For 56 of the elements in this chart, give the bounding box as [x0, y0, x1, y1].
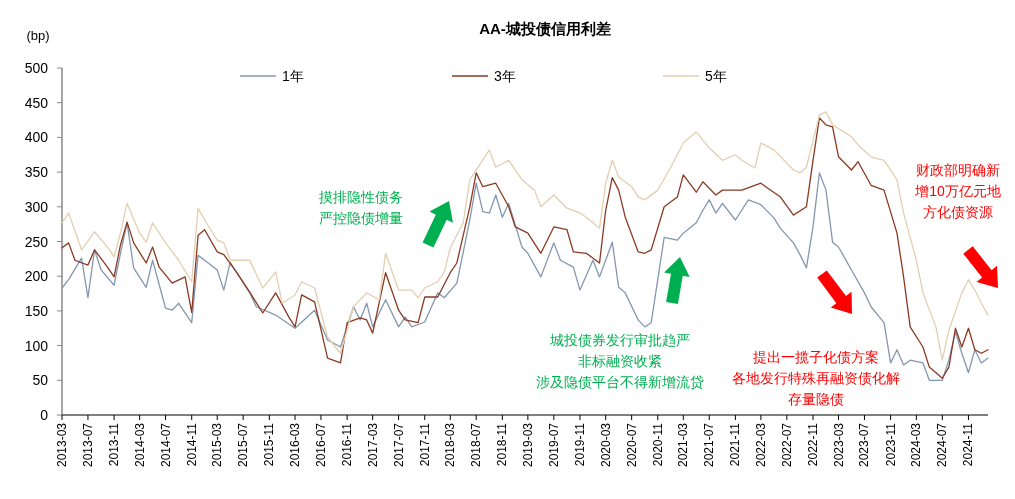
x-tick-label: 2017-03 — [365, 422, 380, 468]
y-tick-label: 400 — [24, 129, 49, 146]
x-tick-label: 2016-11 — [340, 422, 355, 467]
x-tick-label: 2017-07 — [391, 422, 406, 468]
y-tick-label: 500 — [24, 60, 49, 76]
annotation: 城投债券发行审批趋严非标融资收紧涉及隐债平台不得新增流贷 — [536, 332, 704, 390]
x-tick-label: 2015-11 — [262, 422, 277, 467]
x-tick-label: 2014-03 — [132, 422, 147, 468]
x-tick-label: 2022-07 — [779, 422, 794, 468]
x-tick-label: 2021-07 — [702, 422, 717, 468]
x-tick-label: 2018-03 — [443, 422, 458, 468]
x-tick-label: 2020-03 — [598, 422, 613, 468]
x-tick-label: 2015-03 — [210, 422, 225, 468]
x-tick-label: 2016-07 — [313, 422, 328, 468]
x-tick-label: 2020-07 — [624, 422, 639, 468]
legend-label: 1年 — [282, 68, 304, 84]
x-tick-label: 2023-03 — [831, 422, 846, 468]
x-tick-label: 2024-03 — [909, 422, 924, 468]
x-tick-label: 2018-07 — [469, 422, 484, 468]
x-tick-label: 2023-07 — [857, 422, 872, 468]
annotation: 财政部明确新增10万亿元地方化债资源 — [914, 162, 1001, 220]
x-tick-label: 2024-07 — [935, 422, 950, 468]
legend-label: 5年 — [705, 68, 727, 84]
y-tick-label: 100 — [24, 337, 49, 354]
x-tick-label: 2022-11 — [806, 422, 821, 467]
x-tick-label: 2015-07 — [236, 422, 251, 468]
x-tick-label: 2024-11 — [961, 422, 976, 467]
y-axis-title: (bp) — [26, 28, 50, 43]
y-tick-label: 350 — [24, 164, 49, 181]
x-tick-label: 2021-03 — [676, 422, 691, 468]
y-tick-label: 50 — [32, 372, 49, 389]
annotation: 摸排隐性债务严控隐债增量 — [319, 189, 403, 226]
x-tick-label: 2019-07 — [546, 422, 561, 468]
x-tick-label: 2023-11 — [883, 422, 898, 467]
x-tick-label: 2021-11 — [728, 422, 743, 467]
x-tick-label: 2019-11 — [572, 422, 587, 467]
y-tick-label: 450 — [24, 94, 49, 111]
x-tick-label: 2017-11 — [417, 422, 432, 467]
x-tick-label: 2018-11 — [495, 422, 510, 467]
x-tick-label: 2014-07 — [158, 422, 173, 468]
x-tick-label: 2016-03 — [288, 422, 303, 468]
x-tick-label: 2020-11 — [650, 422, 665, 467]
x-tick-label: 2022-03 — [753, 422, 768, 468]
y-tick-label: 150 — [24, 302, 49, 319]
x-tick-label: 2013-11 — [107, 422, 122, 467]
x-tick-label: 2013-07 — [80, 422, 95, 468]
legend-label: 3年 — [494, 68, 516, 84]
annotation: 提出一揽子化债方案各地发行特殊再融资债化解存量隐债 — [732, 349, 900, 407]
y-tick-label: 250 — [24, 233, 49, 250]
chart-title: AA-城投债信用利差 — [479, 20, 611, 37]
x-tick-label: 2014-11 — [184, 422, 199, 467]
x-tick-label: 2013-03 — [55, 422, 69, 468]
y-tick-label: 300 — [24, 198, 49, 215]
x-tick-label: 2019-03 — [520, 422, 535, 468]
y-tick-label: 0 — [40, 407, 49, 423]
y-tick-label: 200 — [24, 268, 49, 285]
